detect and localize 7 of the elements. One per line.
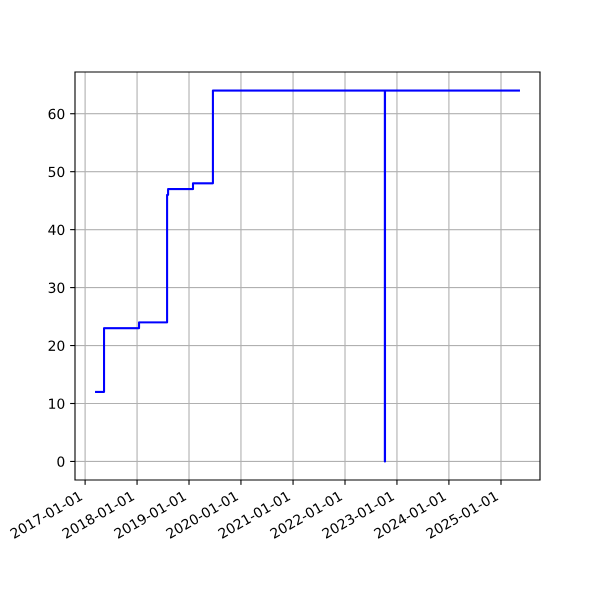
y-tick-label: 20 [48,340,64,352]
y-tick-label: 60 [48,108,64,120]
y-tick-label: 30 [48,282,64,294]
y-tick-label: 40 [48,224,64,236]
y-tick-label: 0 [57,456,64,467]
y-tick-label: 10 [49,398,64,409]
y-tick-label: 50 [48,166,64,178]
